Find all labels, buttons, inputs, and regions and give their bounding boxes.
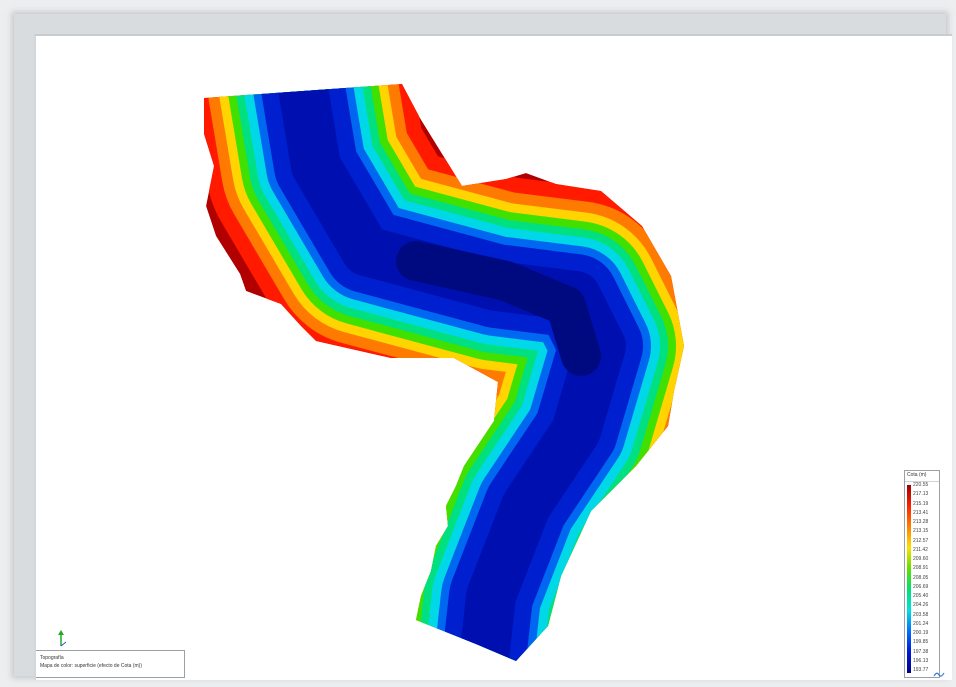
graphics-viewport[interactable]: Topografía Mapa de color: superficie (ef… — [34, 34, 952, 680]
legend-value: 213.41 — [913, 509, 929, 516]
legend-value: 201.24 — [913, 620, 929, 627]
dataset-description: Mapa de color: superficie (efecto de Cot… — [40, 663, 142, 669]
legend-body: 220.55 217.13 215.19 213.41 213.28 213.15 212.… — [907, 482, 938, 673]
legend-value: 220.55 — [913, 482, 929, 488]
legend-value: 213.28 — [913, 519, 929, 525]
legend-value: 205.40 — [913, 593, 929, 599]
legend-value: 200.19 — [913, 630, 929, 636]
legend-value: 208.05 — [913, 574, 929, 581]
legend-color-bar — [907, 485, 911, 673]
axis-triad-icon — [58, 630, 67, 647]
legend-value: 209.60 — [913, 556, 929, 562]
legend-value: 206.69 — [913, 583, 929, 590]
dataset-title: Topografía — [40, 655, 64, 661]
dataset-info-box: Topografía Mapa de color: superficie (ef… — [36, 650, 185, 678]
legend-value: 193.77 — [913, 667, 929, 673]
legend-value: 217.13 — [913, 491, 929, 498]
legend-title: Cota (m) — [905, 471, 939, 482]
legend-value: 204.26 — [913, 602, 929, 609]
legend-value: 197.38 — [913, 648, 929, 655]
legend-value: 211.42 — [913, 546, 928, 553]
legend-values: 220.55 217.13 215.19 213.41 213.28 213.15 212.… — [913, 482, 938, 673]
legend-value: 213.15 — [913, 528, 929, 535]
legend-value: 199.85 — [913, 639, 929, 646]
legend-value: 203.58 — [913, 611, 929, 618]
legend-value: 212.57 — [913, 537, 929, 544]
legend-value: 215.19 — [913, 500, 929, 507]
legend-value: 196.13 — [913, 657, 929, 664]
corner-logo-icon — [933, 672, 945, 677]
color-legend: Cota (m) 220.55 217.13 215.19 213.41 213.28 2… — [904, 470, 940, 678]
legend-value: 208.91 — [913, 565, 929, 572]
river-surface-plot — [204, 84, 684, 661]
